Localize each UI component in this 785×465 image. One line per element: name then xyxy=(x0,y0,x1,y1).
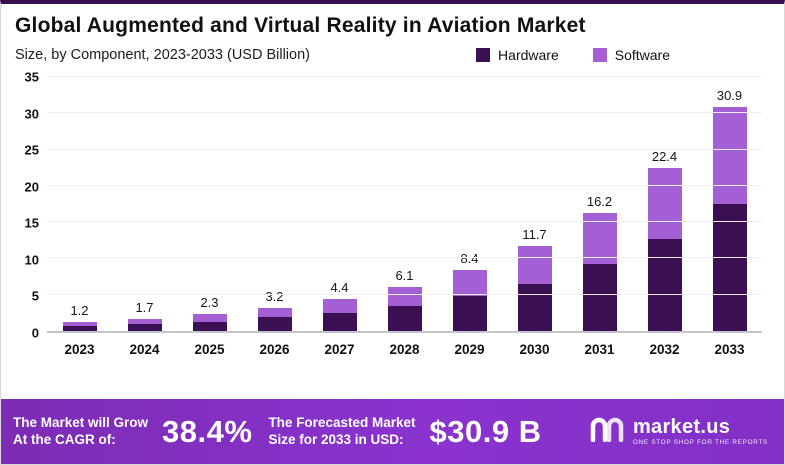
bar-segment-hardware xyxy=(192,321,227,331)
plot-area: 1.2 1.7 2.3 3.2 4.4 6.1 8.4 11.7 16.2 22.4 30.9 xyxy=(47,76,762,333)
bar-segment-hardware xyxy=(517,283,552,331)
gridline xyxy=(47,293,762,295)
y-tick-label: 10 xyxy=(24,252,39,268)
bar-segment-hardware xyxy=(127,323,162,331)
bar-group-2026: 3.2 xyxy=(242,77,307,331)
bar-total-label: 22.4 xyxy=(651,149,678,165)
bar-group-2025: 2.3 xyxy=(177,77,242,331)
x-tick-label: 2023 xyxy=(64,342,95,357)
bar-group-2024: 1.7 xyxy=(112,77,177,331)
marketus-brand-link[interactable]: market.us ONE STOP SHOP FOR THE REPORTS xyxy=(590,416,768,447)
bar-group-2030: 11.7 xyxy=(502,77,567,331)
bar-segment-hardware xyxy=(62,325,97,331)
bar-segment-hardware xyxy=(257,317,292,331)
forecast-value: $30.9 B xyxy=(429,413,542,449)
gridline xyxy=(47,76,762,77)
y-tick-label: 5 xyxy=(31,288,39,304)
bar-group-2033: 30.9 xyxy=(697,77,762,331)
bar-group-2023: 1.2 xyxy=(47,77,112,331)
y-tick-label: 20 xyxy=(24,179,39,195)
x-tick-label: 2032 xyxy=(649,342,680,357)
bar-segment-hardware xyxy=(712,204,747,331)
bar-segment-software xyxy=(192,314,227,322)
legend-label-hardware: Hardware xyxy=(498,47,559,63)
bar-total-label: 1.2 xyxy=(70,303,89,319)
cagr-label: The Market will Grow At the CAGR of: xyxy=(13,414,149,447)
brand-name: market.us xyxy=(632,415,731,438)
bar-total-label: 2.3 xyxy=(200,295,219,311)
bar-total-label: 6.1 xyxy=(395,267,414,283)
bar-segment-software xyxy=(387,286,422,306)
bar-segment-software xyxy=(517,246,552,284)
bar-total-label: 16.2 xyxy=(586,194,613,210)
gridline xyxy=(47,221,762,223)
y-tick-label: 35 xyxy=(24,69,39,85)
gridline xyxy=(47,257,762,259)
gridline xyxy=(47,184,762,186)
bar-segment-hardware xyxy=(387,305,422,331)
chart-header: Global Augmented and Virtual Reality in … xyxy=(1,4,784,63)
cagr-value: 38.4% xyxy=(162,413,253,449)
bar-total-label: 4.4 xyxy=(330,280,349,296)
bar-group-2028: 6.1 xyxy=(372,77,437,331)
bar-group-2027: 4.4 xyxy=(307,77,372,331)
chart-subtitle: Size, by Component, 2023-2033 (USD Billi… xyxy=(15,47,310,63)
gridline xyxy=(47,148,762,150)
bar-total-label: 8.4 xyxy=(460,251,479,267)
bar-group-2029: 8.4 xyxy=(437,77,502,331)
y-tick-label: 25 xyxy=(24,142,39,158)
x-tick-label: 2030 xyxy=(519,342,550,357)
chart-legend: Hardware Software xyxy=(476,47,670,63)
bar-segment-hardware xyxy=(322,312,357,331)
bar-segment-software xyxy=(322,299,357,313)
hardware-swatch-icon xyxy=(476,48,491,62)
bar-total-label: 3.2 xyxy=(265,288,284,304)
legend-item-hardware: Hardware xyxy=(476,47,559,63)
y-tick-label: 0 xyxy=(31,325,39,341)
bar-segment-software xyxy=(62,322,97,326)
bar-segment-hardware xyxy=(582,264,617,331)
legend-label-software: Software xyxy=(614,47,670,63)
bar-total-label: 30.9 xyxy=(716,87,743,103)
forecast-label: The Forecasted Market Size for 2033 in U… xyxy=(268,414,416,447)
footer-banner: The Market will Grow At the CAGR of: 38.… xyxy=(1,399,784,464)
bar-segment-software xyxy=(127,318,162,324)
x-tick-label: 2024 xyxy=(129,342,160,357)
y-tick-label: 30 xyxy=(24,106,39,122)
bar-segment-software xyxy=(257,307,292,318)
x-tick-label: 2029 xyxy=(454,342,485,357)
bar-segment-hardware xyxy=(452,296,487,331)
marketus-logo-icon xyxy=(590,416,624,447)
bars-row: 1.2 1.7 2.3 3.2 4.4 6.1 8.4 11.7 16.2 22.4 30.9 xyxy=(47,77,762,331)
bar-total-label: 11.7 xyxy=(522,227,547,243)
x-tick-label: 2028 xyxy=(389,342,420,357)
x-tick-label: 2025 xyxy=(194,342,225,357)
legend-item-software: Software xyxy=(592,47,670,63)
chart-title: Global Augmented and Virtual Reality in … xyxy=(15,14,586,37)
brand-tagline: ONE STOP SHOP FOR THE REPORTS xyxy=(632,438,768,446)
bar-segment-software xyxy=(452,270,487,297)
y-tick-label: 15 xyxy=(24,215,39,231)
bar-total-label: 1.7 xyxy=(135,299,154,315)
bar-segment-software xyxy=(647,168,682,239)
x-tick-label: 2033 xyxy=(714,342,745,357)
chart-area: 0 5 10 15 20 25 30 35 1.2 1.7 2.3 3.2 4.4 6.1 8.4 11.7… xyxy=(1,63,784,357)
x-tick-label: 2026 xyxy=(259,342,290,357)
gridline xyxy=(47,112,762,114)
software-swatch-icon xyxy=(592,48,607,62)
y-axis: 0 5 10 15 20 25 30 35 xyxy=(13,70,47,341)
bar-segment-software xyxy=(712,106,747,204)
bar-group-2032: 22.4 xyxy=(632,77,697,331)
bar-segment-hardware xyxy=(647,238,682,331)
x-tick-label: 2031 xyxy=(584,342,615,357)
x-tick-label: 2027 xyxy=(324,342,355,357)
x-axis-labels: 2023 2024 2025 2026 2027 2028 2029 2030 2031 2032… xyxy=(47,342,762,357)
